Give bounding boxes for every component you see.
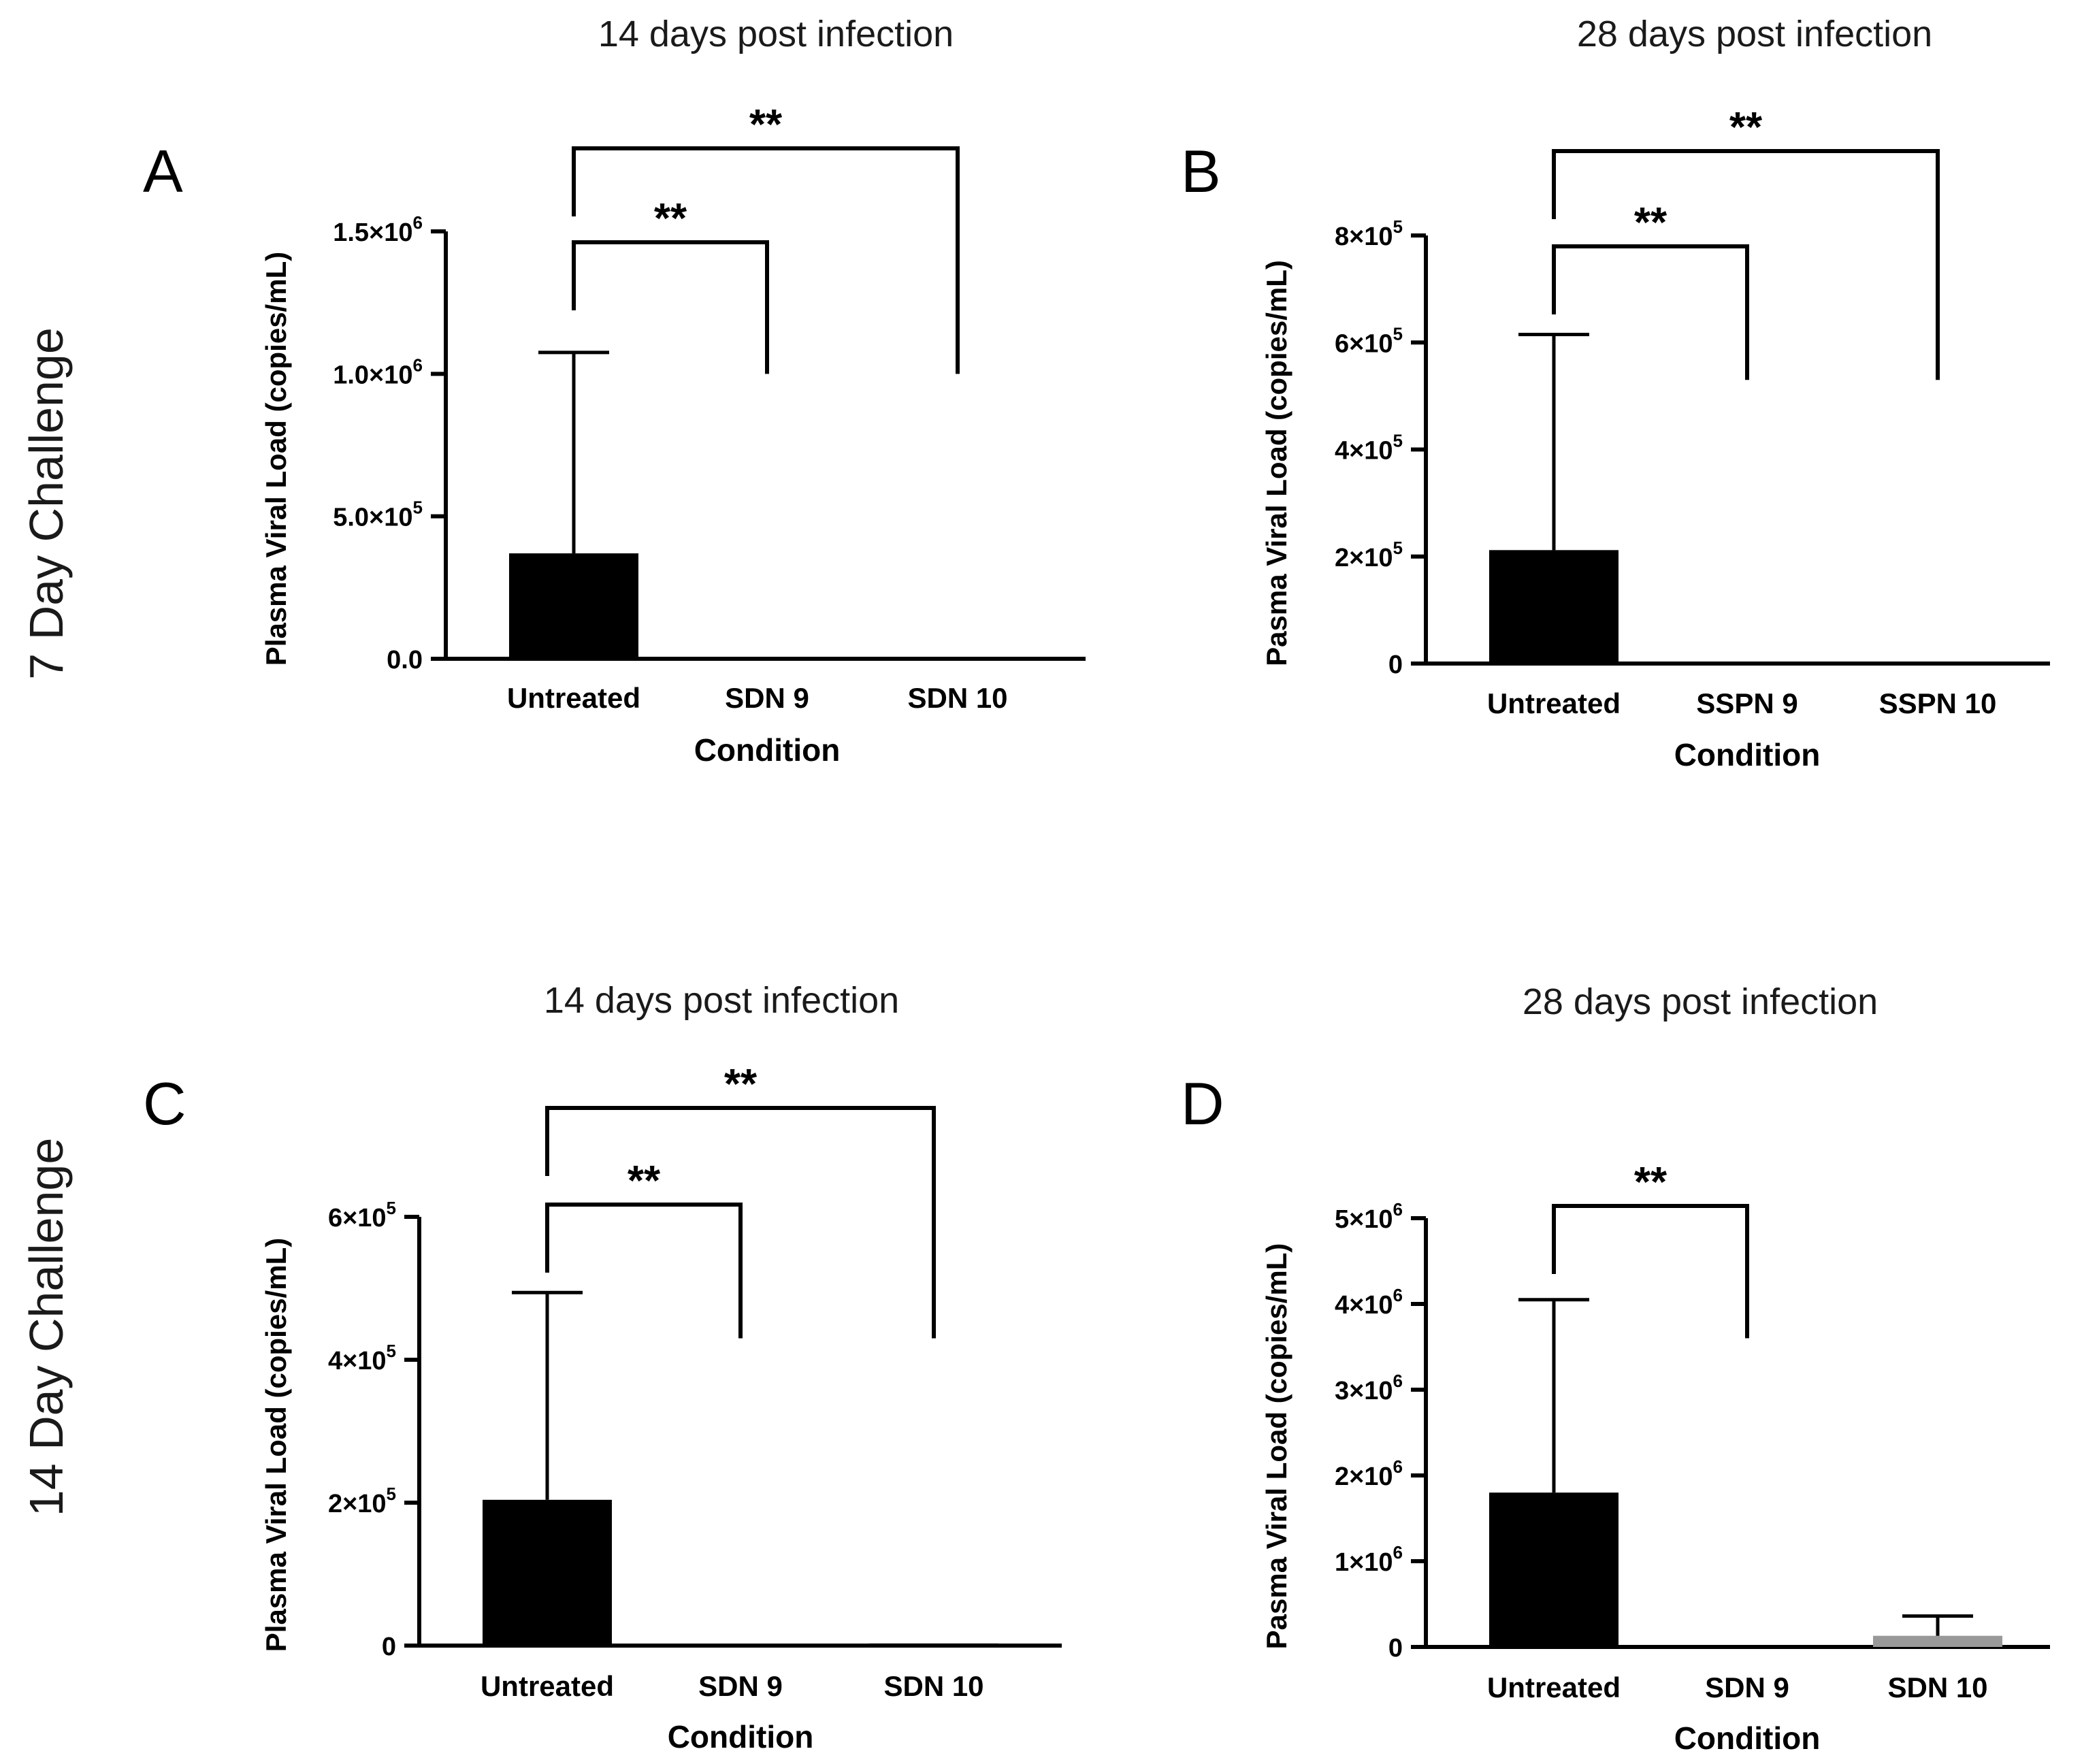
panel-a-xtick-label-2: SDN 10	[907, 682, 1007, 714]
panel-b-xtick-label-2: SSPN 10	[1879, 687, 1997, 719]
panel-a-ytick-label-0: 0.0	[387, 646, 423, 674]
panel-c-xtick-label-2: SDN 10	[883, 1670, 983, 1702]
panel-b-sig-label-0: **	[1634, 199, 1668, 246]
panel-c-bar-0	[483, 1499, 612, 1646]
panel-a-xtick-label-0: Untreated	[507, 682, 640, 714]
panel-a-letter: A	[143, 137, 183, 205]
panel-b-xtick-label-0: Untreated	[1487, 687, 1621, 719]
panel-a-xlabel: Condition	[694, 732, 841, 768]
panel-c-sig-label-1: **	[724, 1061, 758, 1108]
panel-c-bar-1	[676, 1644, 805, 1646]
panel-b-ytick-label-1: 2×105	[1335, 538, 1403, 572]
panel-d-bar-2	[1873, 1635, 2002, 1647]
panel-b-sig-bracket-0	[1552, 244, 1749, 380]
panel-d-title: 28 days post infection	[1523, 981, 1878, 1022]
panel-c-ytick-label-3: 6×105	[328, 1198, 396, 1232]
panel-c-ytick-label-0: 0	[382, 1633, 396, 1661]
row-label-14-day: 14 Day Challenge	[20, 1138, 73, 1516]
panel-a-ytick-label-2: 1.0×106	[333, 355, 423, 389]
panel-d-xtick-label-2: SDN 10	[1887, 1671, 1987, 1703]
panel-b-sig-bracket-1	[1552, 149, 1940, 380]
panel-c-sig-bracket-1	[545, 1106, 936, 1339]
panel-c-bar-2	[869, 1643, 998, 1646]
panel-b-title: 28 days post infection	[1577, 14, 1932, 54]
panel-d-ytick-label-2: 2×106	[1335, 1456, 1403, 1491]
panel-d-ytick-label-3: 3×106	[1335, 1371, 1403, 1405]
panel-d-bar-0	[1489, 1492, 1619, 1647]
panel-c-sig-bracket-0	[545, 1203, 743, 1339]
panel-c-xtick-label-1: SDN 9	[698, 1670, 783, 1702]
panel-a: 14 days post infection A 0.0 5.0×105 1.0×106…	[143, 14, 1086, 768]
panel-a-xtick-label-1: SDN 9	[725, 682, 809, 714]
panel-c-xtick-label-0: Untreated	[481, 1670, 614, 1702]
panel-d-ytick-label-4: 4×106	[1335, 1285, 1403, 1320]
panel-d-sig-bracket-0	[1552, 1204, 1749, 1339]
panel-b-xlabel: Condition	[1674, 737, 1821, 772]
panel-b-bar-0	[1489, 550, 1619, 664]
panel-d-ylabel: Pasma Viral Load (copies/mL)	[1260, 1243, 1292, 1650]
panel-a-sig-label-1: **	[749, 101, 783, 148]
panel-b-ylabel: Pasma Viral Load (copies/mL)	[1260, 260, 1292, 666]
panel-b-xtick-label-1: SSPN 9	[1696, 687, 1798, 719]
panel-c-xlabel: Condition	[668, 1719, 814, 1754]
panel-a-ytick-label-1: 5.0×105	[333, 497, 423, 532]
panel-d-xlabel: Condition	[1674, 1720, 1821, 1756]
panel-c: 14 days post infection C 0 2×105 4×105 6×105 U…	[143, 980, 1062, 1754]
panel-a-ylabel: Plasma Viral Load (copies/mL)	[260, 252, 292, 666]
panel-b-ytick-label-3: 6×105	[1335, 323, 1403, 358]
panel-a-sig-bracket-0	[572, 240, 769, 374]
panel-d-ytick-label-5: 5×106	[1335, 1199, 1403, 1234]
panel-b-ytick-label-0: 0	[1388, 651, 1403, 679]
panel-d-xtick-label-0: Untreated	[1487, 1671, 1621, 1703]
panel-c-letter: C	[143, 1070, 186, 1137]
row-label-7-day: 7 Day Challenge	[20, 327, 73, 680]
panel-a-title: 14 days post infection	[598, 14, 954, 54]
panel-c-title: 14 days post infection	[544, 980, 899, 1021]
panel-c-ylabel: Plasma Viral Load (copies/mL)	[260, 1238, 292, 1652]
panel-a-ytick-label-3: 1.5×106	[333, 212, 423, 247]
panel-d: 28 days post infection D 0 1×106 2×106 3×106 4…	[1181, 981, 2050, 1756]
panel-c-ytick-label-1: 2×105	[328, 1484, 396, 1518]
panel-d-sig-label-0: **	[1634, 1159, 1668, 1206]
panel-d-xtick-label-1: SDN 9	[1705, 1671, 1789, 1703]
panel-b-letter: B	[1181, 137, 1221, 205]
panel-d-bar-1	[1682, 1646, 1812, 1647]
panel-d-letter: D	[1181, 1070, 1224, 1137]
panel-d-ytick-label-1: 1×106	[1335, 1542, 1403, 1577]
panel-a-bar-0	[509, 553, 638, 659]
panel-a-sig-label-0: **	[654, 195, 687, 242]
panels: 14 days post infection A 0.0 5.0×105 1.0×106…	[143, 14, 2050, 1756]
panel-b: 28 days post infection B 0 2×105 4×105 6×105 8…	[1181, 14, 2050, 772]
panel-c-sig-label-0: **	[628, 1158, 661, 1205]
panel-b-sig-label-1: **	[1729, 104, 1763, 151]
panel-b-ytick-label-2: 4×105	[1335, 431, 1403, 466]
panel-b-ytick-label-4: 8×105	[1335, 216, 1403, 251]
panel-c-ytick-label-2: 4×105	[328, 1341, 396, 1375]
panel-a-sig-bracket-1	[572, 146, 960, 374]
panel-d-ytick-label-0: 0	[1388, 1634, 1403, 1663]
